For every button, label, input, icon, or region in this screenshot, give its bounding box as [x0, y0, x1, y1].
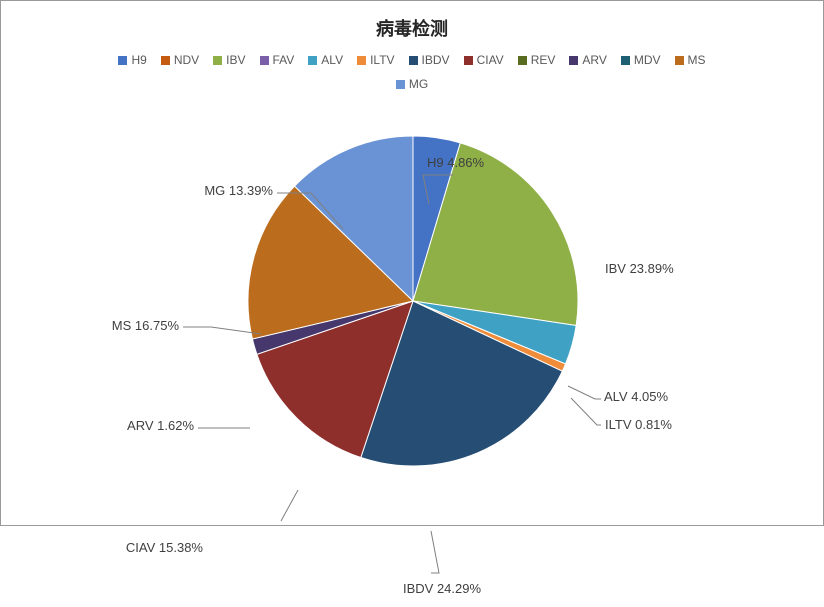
legend-swatch	[621, 56, 630, 65]
legend-swatch	[569, 56, 578, 65]
data-label-ibdv: IBDV 24.29%	[403, 581, 481, 596]
legend-swatch	[409, 56, 418, 65]
data-label-alv: ALV 4.05%	[604, 389, 668, 404]
data-label-ibv: IBV 23.89%	[605, 261, 674, 276]
legend-label: IBV	[226, 53, 245, 67]
legend-swatch	[357, 56, 366, 65]
legend-swatch	[118, 56, 127, 65]
legend-item-iltv: ILTV	[357, 53, 394, 67]
legend-item-ciav: CIAV	[464, 53, 504, 67]
data-label-arv: ARV 1.62%	[127, 418, 194, 433]
data-label-ms: MS 16.75%	[112, 318, 179, 333]
legend-label: ILTV	[370, 53, 394, 67]
legend-item-arv: ARV	[569, 53, 606, 67]
legend-label: IBDV	[422, 53, 450, 67]
legend-item-alv: ALV	[308, 53, 343, 67]
leader-ms	[183, 327, 261, 334]
chart-container: 病毒检测 H9 NDV IBV FAV ALV ILTV IBDV CIAV REV ARV MDV…	[0, 0, 824, 526]
legend-label: NDV	[174, 53, 199, 67]
data-label-h9: H9 4.86%	[427, 155, 484, 170]
legend-label: MDV	[634, 53, 661, 67]
data-label-iltv: ILTV 0.81%	[605, 417, 672, 432]
legend-swatch	[213, 56, 222, 65]
legend-swatch	[161, 56, 170, 65]
legend-swatch	[308, 56, 317, 65]
leader-mg	[277, 193, 343, 229]
leader-h9	[423, 175, 453, 204]
legend-label: CIAV	[477, 53, 504, 67]
leader-ibdv	[431, 531, 439, 573]
legend-item-ms: MS	[675, 53, 706, 67]
legend-item-h9: H9	[118, 53, 146, 67]
legend-swatch	[675, 56, 684, 65]
leader-iltv	[571, 398, 601, 425]
data-label-mg: MG 13.39%	[204, 183, 273, 198]
legend-swatch	[464, 56, 473, 65]
legend-item-ibv: IBV	[213, 53, 245, 67]
data-label-ciav: CIAV 15.38%	[126, 540, 203, 555]
chart-title: 病毒检测	[1, 1, 823, 41]
leader-ciav	[281, 490, 298, 521]
legend-label: ARV	[582, 53, 606, 67]
legend-item-mdv: MDV	[621, 53, 661, 67]
legend-label: REV	[531, 53, 556, 67]
legend-item-ibdv: IBDV	[409, 53, 450, 67]
legend-label: ALV	[321, 53, 343, 67]
legend-swatch	[260, 56, 269, 65]
legend-item-ndv: NDV	[161, 53, 199, 67]
legend-swatch	[518, 56, 527, 65]
legend-label: MS	[688, 53, 706, 67]
legend-item-fav: FAV	[260, 53, 295, 67]
legend-label: H9	[131, 53, 146, 67]
leader-lines	[1, 81, 824, 607]
legend-label: FAV	[273, 53, 295, 67]
legend-item-rev: REV	[518, 53, 556, 67]
leader-alv	[568, 386, 601, 399]
pie-area: H9 4.86%IBV 23.89%ALV 4.05%ILTV 0.81%IBD…	[1, 81, 824, 521]
